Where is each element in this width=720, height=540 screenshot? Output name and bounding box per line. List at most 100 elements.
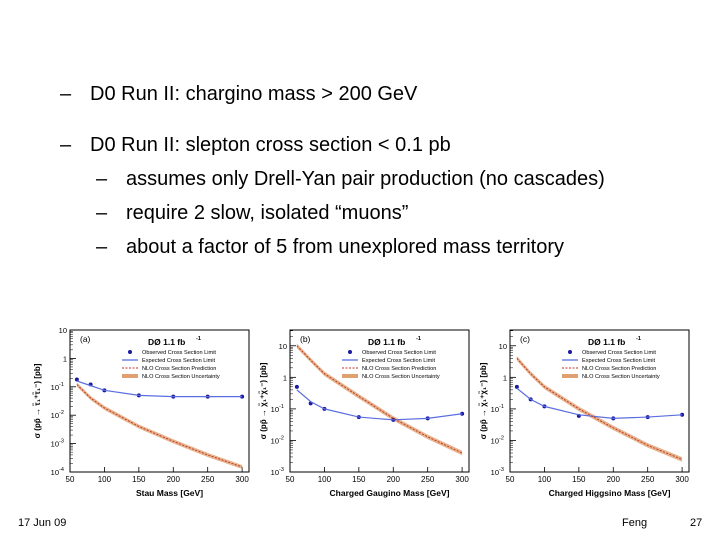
experiment-label: DØ 1.1 fb: [368, 337, 405, 347]
y-tick-exponent: -2: [499, 435, 504, 441]
footer-author: Feng: [622, 517, 648, 529]
experiment-label: DØ 1.1 fb: [588, 337, 625, 347]
experiment-label: DØ 1.1 fb: [148, 337, 185, 347]
y-tick-exponent: -1: [59, 382, 64, 388]
x-tick-label: 50: [506, 475, 515, 484]
nlo-prediction-line: [516, 358, 683, 460]
bullet-chargino: – D0 Run II: chargino mass > 200 GeV: [60, 82, 417, 106]
panel-label: (a): [80, 334, 91, 344]
panel-label: (c): [520, 334, 530, 344]
y-axis-label: σ (pp̄ → χ̃₁⁺χ̃₁⁻) [pb]: [259, 362, 268, 439]
y-tick-label: 10: [271, 405, 279, 414]
x-tick-label: 150: [572, 475, 586, 484]
x-tick-label: 100: [538, 475, 552, 484]
experiment-label-exponent: -1: [416, 336, 421, 342]
x-tick-label: 250: [641, 475, 655, 484]
subbullet-dash: –: [96, 236, 108, 258]
x-axis-label: Charged Higgsino Mass [GeV]: [549, 488, 671, 498]
y-tick-label: 10: [491, 405, 499, 414]
y-tick-exponent: -3: [499, 467, 504, 473]
legend-nlo-uncertainty-swatch: [122, 374, 138, 378]
y-tick-exponent: -2: [279, 435, 284, 441]
legend-entry: Observed Cross Section Limit: [142, 350, 216, 356]
legend-nlo-uncertainty-swatch: [562, 374, 578, 378]
legend-entry: Observed Cross Section Limit: [362, 350, 436, 356]
experiment-label-exponent: -1: [636, 336, 641, 342]
y-tick-label: 10: [51, 468, 59, 477]
subbullet-text: require 2 slow, isolated “muons”: [126, 202, 409, 224]
nlo-uncertainty-band: [76, 382, 243, 470]
subbullet-text: assumes only Drell-Yan pair production (…: [126, 168, 605, 190]
y-tick-label: 10: [59, 326, 67, 335]
y-tick-exponent: -4: [59, 467, 64, 473]
y-tick-label: 10: [499, 342, 507, 351]
subbullet-muons: – require 2 slow, isolated “muons”: [96, 201, 408, 225]
footer-date: 17 Jun 09: [18, 517, 67, 529]
x-tick-label: 150: [132, 475, 146, 484]
legend-entry: Observed Cross Section Limit: [582, 350, 656, 356]
legend-entry: NLO Cross Section Uncertainty: [582, 374, 660, 380]
y-tick-label: 1: [63, 354, 67, 363]
legend-nlo-uncertainty-swatch: [342, 374, 358, 378]
y-tick-label: 1: [503, 373, 507, 382]
x-tick-label: 250: [421, 475, 435, 484]
y-tick-label: 1: [283, 373, 287, 382]
y-axis-label: σ (pp̄ → τ̃₁⁺τ̃₁⁻) [pb]: [33, 363, 42, 438]
x-axis-label: Charged Gaugino Mass [GeV]: [330, 488, 450, 498]
legend-entry: NLO Cross Section Uncertainty: [142, 374, 220, 380]
subbullet-text: about a factor of 5 from unexplored mass…: [126, 236, 564, 258]
bullet-text: D0 Run II: slepton cross section < 0.1 p…: [90, 134, 451, 156]
legend-entry: NLO Cross Section Prediction: [142, 366, 216, 372]
observed-limit-point: [294, 384, 299, 389]
y-tick-label: 10: [271, 436, 279, 445]
footer-page-number: 27: [690, 517, 703, 529]
y-tick-exponent: -3: [59, 439, 64, 445]
bullet-slepton: – D0 Run II: slepton cross section < 0.1 …: [60, 133, 451, 157]
y-tick-label: 10: [51, 440, 59, 449]
x-axis-label: Stau Mass [GeV]: [136, 488, 203, 498]
subbullet-drell-yan: – assumes only Drell-Yan pair production …: [96, 167, 605, 191]
y-tick-label: 10: [491, 468, 499, 477]
y-tick-exponent: -3: [279, 467, 284, 473]
x-tick-label: 300: [235, 475, 249, 484]
y-tick-label: 10: [51, 383, 59, 392]
bullet-dash: –: [60, 83, 72, 105]
y-tick-exponent: -1: [279, 404, 284, 410]
plot-frame: [69, 329, 250, 473]
observed-limit-point: [74, 377, 79, 382]
y-tick-exponent: -1: [499, 404, 504, 410]
legend-entry: Expected Cross Section Limit: [362, 358, 436, 364]
legend-entry: NLO Cross Section Prediction: [582, 366, 656, 372]
subbullet-dash: –: [96, 168, 108, 190]
legend-observed-marker: [128, 350, 132, 354]
bullet-dash: –: [60, 134, 72, 156]
x-tick-label: 300: [455, 475, 469, 484]
nlo-prediction-line: [76, 384, 243, 468]
observed-limit-point: [514, 384, 519, 389]
y-axis-label: σ (pp̄ → χ̃₁⁺χ̃₁⁻) [pb]: [479, 362, 488, 439]
x-tick-label: 200: [607, 475, 621, 484]
x-tick-label: 200: [167, 475, 181, 484]
legend-entry: NLO Cross Section Prediction: [362, 366, 436, 372]
y-tick-exponent: -2: [59, 410, 64, 416]
legend-observed-marker: [568, 350, 572, 354]
x-tick-label: 150: [352, 475, 366, 484]
expected-limit-line: [516, 387, 683, 419]
experiment-label-exponent: -1: [196, 336, 201, 342]
x-tick-label: 100: [318, 475, 332, 484]
expected-limit-line: [296, 389, 463, 421]
nlo-uncertainty-band: [516, 356, 683, 462]
bullet-text: D0 Run II: chargino mass > 200 GeV: [90, 83, 418, 105]
x-tick-label: 50: [286, 475, 295, 484]
y-tick-label: 10: [279, 342, 287, 351]
x-tick-label: 100: [98, 475, 112, 484]
legend-entry: Expected Cross Section Limit: [582, 358, 656, 364]
legend-entry: Expected Cross Section Limit: [142, 358, 216, 364]
x-tick-label: 300: [675, 475, 689, 484]
nlo-uncertainty-band: [296, 343, 463, 456]
expected-limit-line: [76, 380, 243, 398]
x-tick-label: 50: [66, 475, 75, 484]
subbullet-dash: –: [96, 202, 108, 224]
subbullet-factor: – about a factor of 5 from unexplored mas…: [96, 235, 564, 259]
